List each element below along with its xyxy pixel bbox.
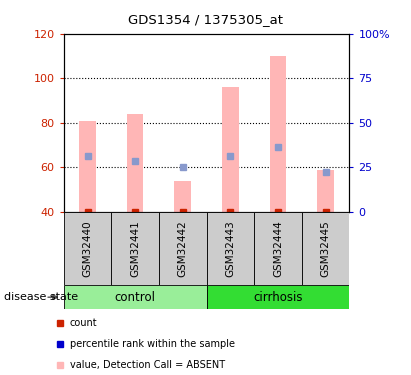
Bar	[254, 212, 302, 285]
Bar	[206, 212, 254, 285]
Text: GSM32442: GSM32442	[178, 220, 188, 277]
Bar	[174, 181, 191, 212]
Bar	[222, 87, 239, 212]
Bar	[111, 212, 159, 285]
Bar	[206, 285, 349, 309]
Text: cirrhosis: cirrhosis	[253, 291, 302, 304]
Bar	[302, 212, 349, 285]
Bar	[270, 56, 286, 212]
Bar	[159, 212, 206, 285]
Bar	[317, 170, 334, 212]
Text: GSM32445: GSM32445	[321, 220, 330, 277]
Text: GSM32441: GSM32441	[130, 220, 140, 277]
Text: disease state: disease state	[4, 292, 78, 302]
Bar	[64, 212, 111, 285]
Bar	[79, 121, 96, 212]
Text: value, Detection Call = ABSENT: value, Detection Call = ABSENT	[70, 360, 225, 370]
Text: count: count	[70, 318, 97, 328]
Text: GSM32440: GSM32440	[83, 220, 92, 277]
Text: GSM32443: GSM32443	[225, 220, 236, 277]
Bar	[64, 285, 206, 309]
Text: GSM32444: GSM32444	[273, 220, 283, 277]
Text: percentile rank within the sample: percentile rank within the sample	[70, 339, 235, 349]
Bar	[127, 114, 143, 212]
Text: control: control	[115, 291, 156, 304]
Text: GDS1354 / 1375305_at: GDS1354 / 1375305_at	[128, 13, 283, 26]
